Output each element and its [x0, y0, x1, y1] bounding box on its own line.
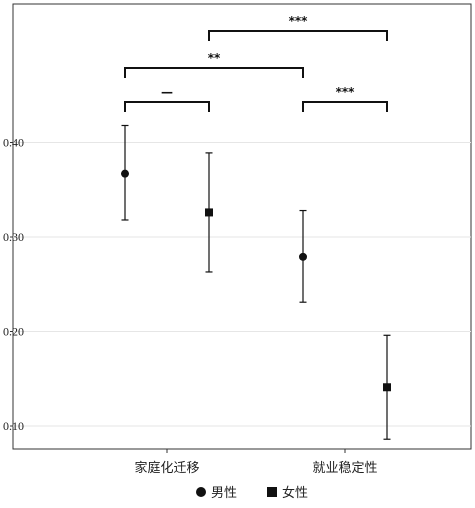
significance-bracket [124, 67, 304, 78]
plot-border [12, 3, 472, 450]
point-circle [299, 252, 307, 261]
y-axis-ticks: 0.10 0.20 0.30 0.40 [3, 136, 24, 434]
x-category-label: 就业稳定性 [312, 460, 377, 476]
point-square [205, 208, 213, 217]
significance-bracket [124, 101, 210, 112]
point-circle [121, 169, 129, 178]
legend-label: 女性 [282, 485, 308, 501]
x-axis-categories: 家庭化迁移 就业稳定性 [134, 449, 378, 476]
y-tick-label: 0.10 [3, 419, 24, 433]
grid-lines [13, 142, 471, 427]
data-points [121, 169, 391, 392]
significance-bracket [208, 30, 388, 41]
significance-label: *** [289, 14, 309, 28]
significance-label: ** [208, 51, 221, 65]
significance-label: *** [336, 85, 356, 99]
legend-label: 男性 [211, 486, 237, 501]
significance-label: — [161, 85, 173, 99]
point-square [383, 383, 391, 392]
significance-brackets: — ******** [124, 14, 388, 112]
y-tick-label: 0.40 [3, 136, 24, 150]
error-bars [121, 124, 391, 440]
x-category-label: 家庭化迁移 [134, 460, 199, 476]
y-tick-label: 0.20 [3, 325, 24, 339]
y-tick-label: 0.30 [3, 230, 24, 244]
legend-square-marker [267, 487, 277, 497]
legend: 男性 女性 [196, 485, 308, 501]
legend-circle-marker [196, 487, 206, 497]
significance-bracket [302, 101, 388, 112]
